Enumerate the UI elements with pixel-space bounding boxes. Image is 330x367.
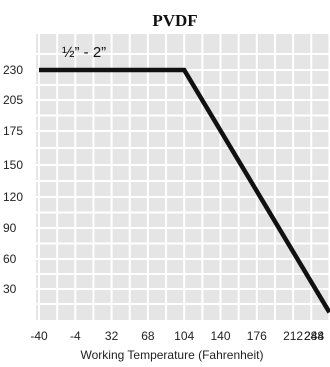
y-tick-label: 150 (3, 158, 23, 172)
x-tick-label: 248 (304, 329, 324, 343)
y-tick-label: 120 (3, 190, 23, 204)
y-tick-label: 175 (3, 124, 23, 138)
x-tick-label: 284 (304, 329, 324, 343)
x-tick-label: -40 (30, 329, 48, 343)
series-group (39, 67, 330, 314)
y-tick-label: 205 (3, 93, 23, 107)
x-tick-label: 212 (283, 329, 303, 343)
x-tick-label: 176 (247, 329, 267, 343)
y-tick-label: 30 (3, 282, 17, 296)
size-range-annotation: ½” - 2” (62, 44, 106, 61)
series-line (39, 67, 330, 314)
grid (36, 34, 330, 320)
chart-title: PVDF (152, 11, 197, 30)
x-tick-label: 140 (210, 329, 230, 343)
y-tick-label: 230 (3, 63, 23, 77)
x-axis-label: Working Temperature (Fahrenheit) (81, 348, 264, 362)
x-tick-label: 104 (174, 329, 194, 343)
plot-area (36, 34, 330, 320)
x-tick-label: 68 (141, 329, 155, 343)
y-tick-label: 90 (3, 221, 17, 235)
x-tick-label: -4 (70, 329, 81, 343)
y-tick-label: 60 (3, 252, 17, 266)
y-axis-ticks: 30 60 90 120 150 175 205 230 (3, 63, 23, 296)
x-tick-label: 32 (105, 329, 119, 343)
